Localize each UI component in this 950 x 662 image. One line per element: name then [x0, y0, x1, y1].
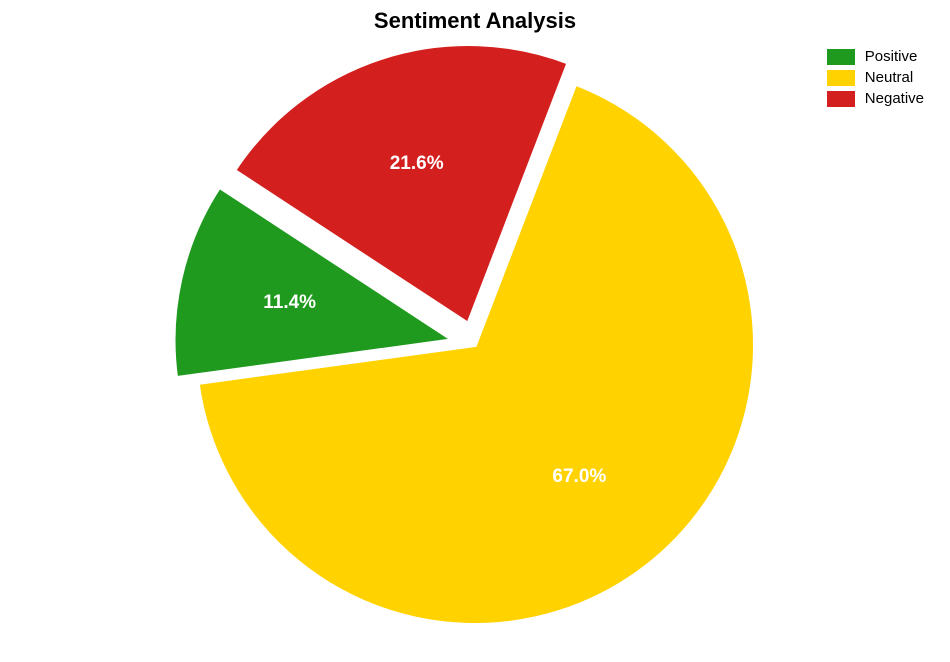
- legend-swatch: [827, 91, 855, 107]
- legend-label: Positive: [865, 48, 918, 65]
- legend-label: Negative: [865, 90, 924, 107]
- pie-chart: [0, 0, 950, 662]
- legend-item-positive: Positive: [827, 48, 924, 65]
- legend-item-negative: Negative: [827, 90, 924, 107]
- legend: Positive Neutral Negative: [827, 48, 924, 111]
- slice-label-negative: 21.6%: [390, 153, 444, 175]
- legend-swatch: [827, 70, 855, 86]
- legend-item-neutral: Neutral: [827, 69, 924, 86]
- legend-swatch: [827, 49, 855, 65]
- slice-label-positive: 11.4%: [263, 292, 316, 314]
- slice-label-neutral: 67.0%: [552, 466, 606, 488]
- legend-label: Neutral: [865, 69, 913, 86]
- chart-container: Sentiment Analysis PositiveNeutralNegati…: [0, 0, 950, 662]
